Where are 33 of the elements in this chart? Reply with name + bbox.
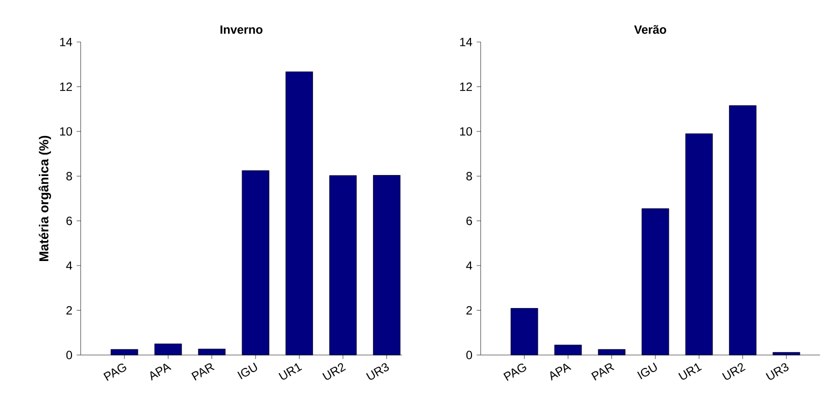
y-tick-label: 10 xyxy=(460,127,472,136)
x-tick-label: APA xyxy=(550,364,572,381)
x-tick-label: UR2 xyxy=(322,363,346,380)
x-tick-label: IGU xyxy=(637,362,657,380)
y-tick-label: 8 xyxy=(66,172,72,180)
x-tick-label: IGU xyxy=(237,362,258,380)
y-tick-label: 14 xyxy=(60,38,72,46)
x-tick-label: UR1 xyxy=(678,363,702,380)
y-tick-label: 2 xyxy=(466,306,472,314)
y-tick-label: 4 xyxy=(466,261,472,270)
y-tick-label: 4 xyxy=(66,261,72,270)
y-tick-label: 10 xyxy=(60,127,72,136)
x-tick-label: UR3 xyxy=(366,363,389,380)
y-tick-label: 0 xyxy=(66,350,72,360)
x-tick-label: PAG xyxy=(503,364,526,381)
x-tick-label: UR1 xyxy=(278,363,302,380)
chart-title: Inverno xyxy=(220,26,262,34)
x-tick-label: PAG xyxy=(103,364,126,381)
y-tick-label: 6 xyxy=(66,216,72,226)
y-tick-label: 12 xyxy=(60,82,72,91)
x-tick-label: PAR xyxy=(191,363,215,380)
x-tick-label: UR2 xyxy=(722,363,746,380)
x-tick-label: PAR xyxy=(591,363,615,380)
y-tick-label: 0 xyxy=(466,350,472,360)
x-tick-label: APA xyxy=(150,364,172,381)
y-tick-label: 8 xyxy=(466,172,472,180)
y-axis-title: Matéria orgânica (%) xyxy=(38,136,52,261)
y-tick-label: 6 xyxy=(466,216,472,226)
x-tick-label: UR3 xyxy=(766,363,789,380)
y-tick-label: 12 xyxy=(460,82,472,91)
chart-title: Verão xyxy=(634,25,666,34)
y-tick-label: 2 xyxy=(66,306,72,314)
y-tick-label: 14 xyxy=(460,38,472,46)
